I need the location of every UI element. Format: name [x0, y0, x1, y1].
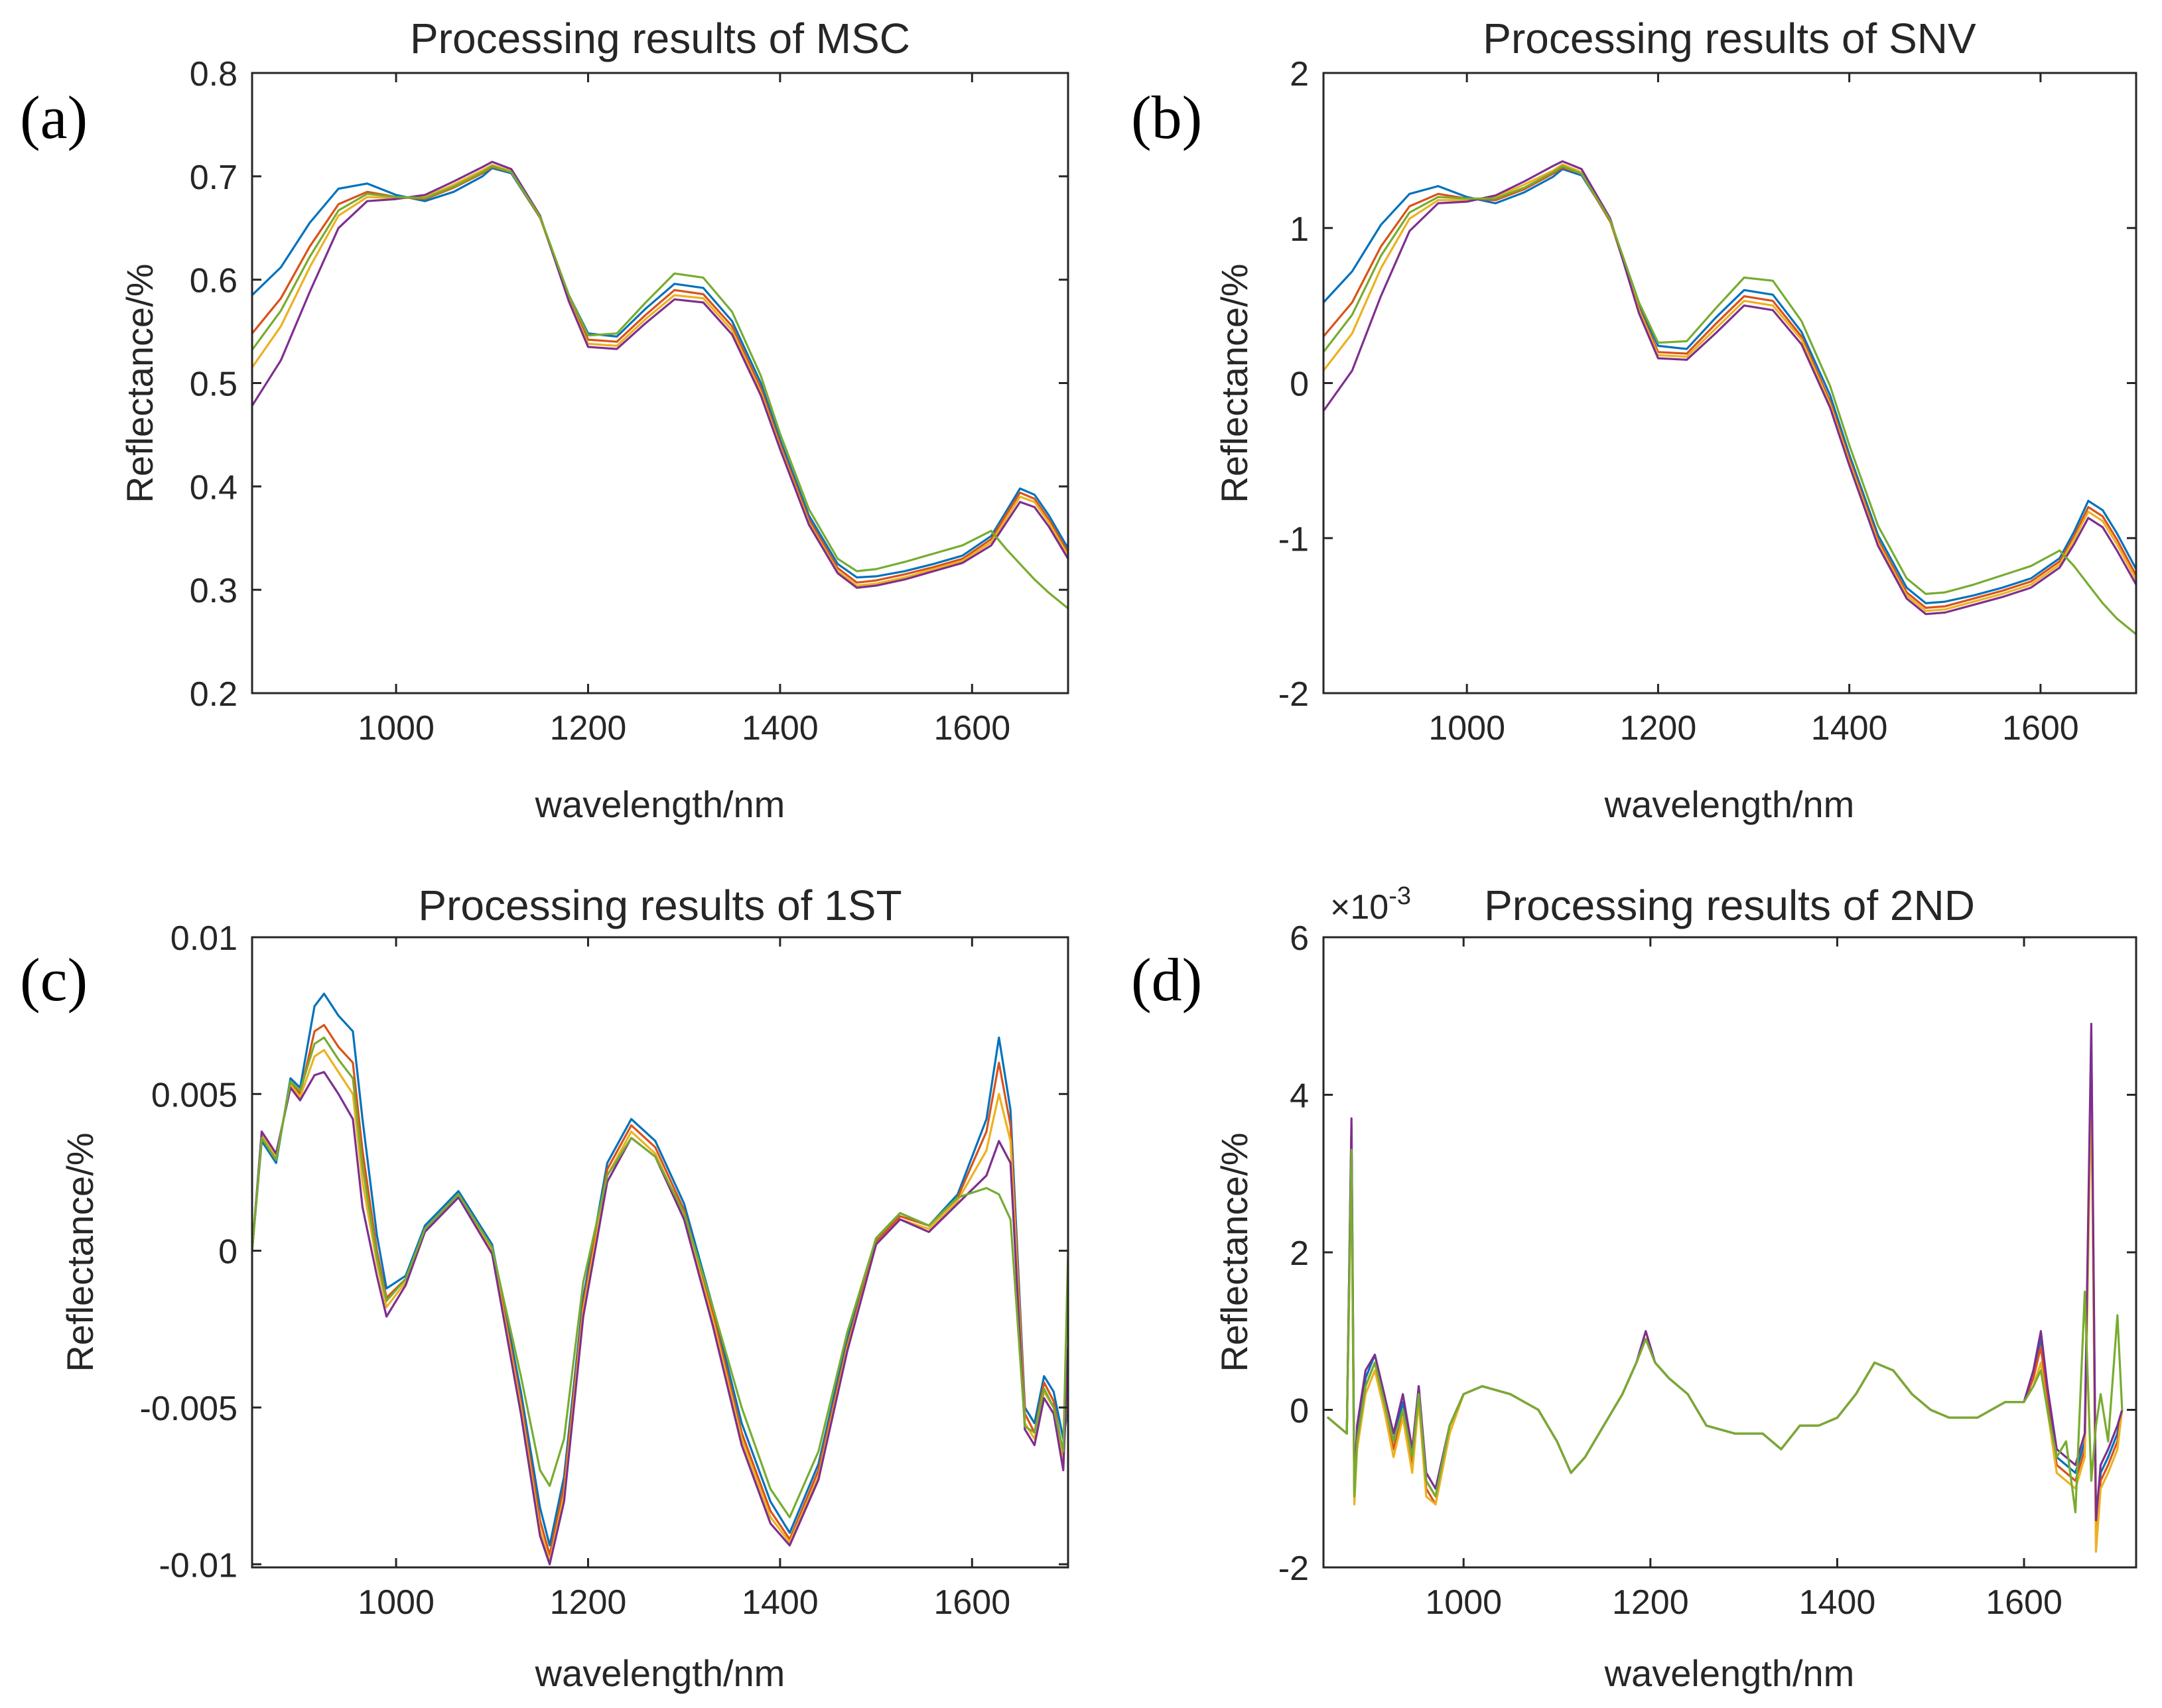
series-line-1: [252, 992, 1068, 1547]
series-group: [1323, 160, 2136, 635]
y-axis-label: Reflectance/%: [119, 263, 161, 503]
plot-area: 1000 1200 1400 1600 -2 0 2 4 6: [1278, 919, 2137, 1622]
y-tick-label: 0.6: [190, 262, 237, 300]
series-group: [1327, 1022, 2124, 1553]
y-tick-label: -0.01: [159, 1546, 237, 1585]
y-tick-label: 0: [1290, 1392, 1309, 1431]
y-tick-label: 0.01: [170, 919, 237, 958]
series-line-5: [1323, 164, 2136, 635]
series-line-3: [252, 1049, 1068, 1563]
panel-c: (c) Processing results of 1ST wavelength…: [20, 882, 1069, 1694]
panel-a: (a) Processing results of MSC wavelength…: [20, 15, 1069, 825]
exponent-base: ×10: [1330, 888, 1388, 927]
x-tick-label: 1000: [1425, 1583, 1502, 1622]
y-tick-label: 6: [1290, 919, 1309, 958]
y-tick-label: 4: [1290, 1077, 1309, 1116]
series-line-5: [252, 164, 1068, 610]
y-axis-label: Reflectance/%: [1213, 1132, 1255, 1372]
y-tick-label: 1: [1290, 210, 1309, 249]
panel-label: (d): [1131, 946, 1202, 1014]
exponent-power: -3: [1388, 882, 1411, 910]
x-tick-label: 1600: [933, 1583, 1010, 1622]
x-axis-label: wavelength/nm: [535, 783, 785, 825]
x-tick-label: 1000: [1428, 709, 1505, 748]
x-tick-label: 1000: [358, 709, 435, 748]
y-axis-label: Reflectance/%: [59, 1132, 101, 1372]
x-tick-label: 1600: [2002, 709, 2079, 748]
x-tick-label: 1400: [742, 1583, 819, 1622]
axes-box: [251, 936, 1069, 1569]
plot-area: 1000 1200 1400 1600 -2 -1 0 1 2: [1278, 55, 2137, 748]
panel-label: (c): [20, 946, 88, 1014]
y-tick-label: 0.005: [151, 1076, 237, 1114]
y-tick-label: 2: [1290, 1234, 1309, 1273]
series-group: [252, 992, 1068, 1565]
y-tick-label: 0.8: [190, 55, 237, 94]
x-tick-label: 1200: [1612, 1583, 1689, 1622]
x-tick-label: 1200: [1620, 709, 1697, 748]
x-tick-label: 1400: [742, 709, 819, 748]
x-tick-label: 1200: [550, 1583, 627, 1622]
x-axis-label: wavelength/nm: [535, 1652, 785, 1694]
panel-label: (b): [1131, 84, 1202, 151]
x-tick-label: 1200: [550, 709, 627, 748]
y-tick-label: 0.2: [190, 675, 237, 714]
plot-area: 1000 1200 1400 1600 0.2 0.3 0.4 0.5 0.6 0.7 0.8: [190, 55, 1069, 748]
y-tick-label: 0.7: [190, 159, 237, 197]
panel-d: (d) Processing results of 2ND wavelength…: [1131, 882, 2137, 1694]
x-tick-label: 1400: [1811, 709, 1888, 748]
x-axis-label: wavelength/nm: [1604, 783, 1855, 825]
x-tick-label: 1000: [358, 1583, 435, 1622]
x-tick-label: 1400: [1799, 1583, 1876, 1622]
y-tick-label: -1: [1278, 520, 1309, 558]
y-tick-label: -2: [1278, 675, 1309, 714]
series-line-2: [252, 1023, 1068, 1556]
y-tick-label: 0.5: [190, 365, 237, 404]
y-tick-label: 0.4: [190, 468, 237, 507]
x-tick-label: 1600: [933, 709, 1010, 748]
panel-b: (b) Processing results of SNV wavelength…: [1131, 15, 2137, 825]
chart-title: Processing results of MSC: [410, 15, 910, 62]
y-axis-label: Reflectance/%: [1213, 263, 1255, 503]
series-line-4: [252, 1071, 1068, 1565]
y-exponent-label: ×10-3: [1330, 882, 1411, 927]
y-tick-label: -2: [1278, 1549, 1309, 1588]
panel-label: (a): [20, 84, 88, 151]
chart-title: Processing results of 2ND: [1484, 882, 1975, 929]
y-tick-label: -0.005: [140, 1390, 237, 1428]
series-line-5: [252, 1036, 1068, 1518]
x-tick-label: 1600: [1986, 1583, 2062, 1622]
chart-title: Processing results of SNV: [1483, 15, 1976, 62]
chart-title: Processing results of 1ST: [418, 882, 902, 929]
y-tick-label: 0.3: [190, 572, 237, 610]
series-line-5: [1327, 1148, 2124, 1514]
series-group: [252, 161, 1068, 610]
y-tick-label: 0: [218, 1233, 237, 1272]
y-tick-label: 2: [1290, 55, 1309, 94]
x-axis-label: wavelength/nm: [1604, 1652, 1855, 1694]
plot-area: 1000 1200 1400 1600 -0.01 -0.005 0 0.005 0.01: [140, 919, 1069, 1622]
y-tick-label: 0: [1290, 365, 1309, 404]
